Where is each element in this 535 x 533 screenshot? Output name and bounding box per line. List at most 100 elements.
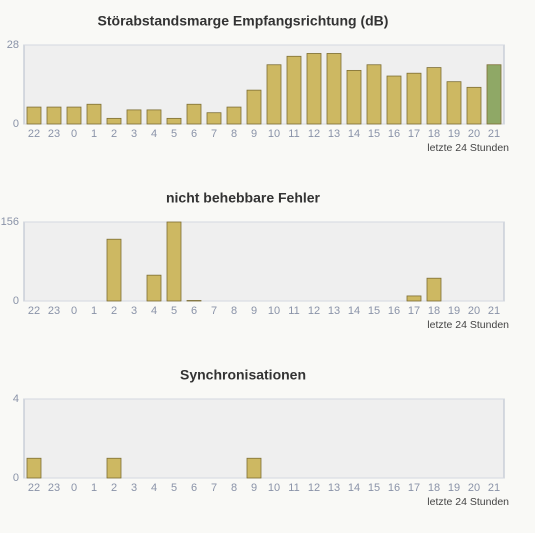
- bar: [26, 457, 42, 479]
- x-tick-label: 21: [488, 128, 500, 140]
- x-tick-label: 23: [48, 482, 60, 494]
- x-tick-label: 1: [91, 305, 97, 317]
- bar: [106, 117, 122, 125]
- x-tick-label: 2: [111, 128, 117, 140]
- bar: [106, 238, 122, 302]
- x-tick-label: 5: [171, 305, 177, 317]
- x-axis-note: letzte 24 Stunden: [427, 319, 509, 331]
- bar: [186, 300, 202, 302]
- bar: [486, 64, 502, 125]
- x-tick-label: 5: [171, 128, 177, 140]
- x-tick-label: 22: [28, 128, 40, 140]
- y-tick-label: 0: [13, 472, 19, 484]
- x-tick-label: 14: [348, 305, 360, 317]
- x-tick-label: 19: [448, 482, 460, 494]
- x-tick-label: 9: [251, 482, 257, 494]
- x-tick-label: 9: [251, 305, 257, 317]
- x-tick-label: 0: [71, 128, 77, 140]
- x-tick-label: 7: [211, 128, 217, 140]
- x-tick-label: 12: [308, 305, 320, 317]
- x-tick-label: 7: [211, 482, 217, 494]
- x-tick-label: 4: [151, 128, 157, 140]
- x-tick-label: 18: [428, 482, 440, 494]
- bar: [346, 69, 362, 125]
- x-tick-label: 19: [448, 128, 460, 140]
- x-tick-label: 19: [448, 305, 460, 317]
- x-tick-label: 11: [288, 482, 299, 494]
- bar: [286, 55, 302, 125]
- x-tick-label: 14: [348, 128, 360, 140]
- x-tick-label: 16: [388, 128, 400, 140]
- x-tick-label: 6: [191, 305, 197, 317]
- x-tick-label: 10: [268, 305, 280, 317]
- bar: [406, 72, 422, 125]
- chart-title: Störabstandsmarge Empfangsrichtung (dB): [98, 13, 389, 29]
- bar: [106, 457, 122, 479]
- bar: [166, 117, 182, 125]
- x-tick-label: 15: [368, 305, 380, 317]
- x-tick-label: 11: [288, 128, 299, 140]
- x-tick-label: 17: [408, 482, 420, 494]
- x-tick-label: 14: [348, 482, 360, 494]
- bar: [146, 109, 162, 125]
- x-tick-label: 13: [328, 128, 340, 140]
- y-tick-label: 0: [13, 295, 19, 307]
- bar: [226, 106, 242, 125]
- x-tick-label: 6: [191, 128, 197, 140]
- bar: [206, 112, 222, 125]
- x-tick-label: 7: [211, 305, 217, 317]
- bar: [326, 53, 342, 125]
- bar: [246, 89, 262, 125]
- bar: [186, 103, 202, 125]
- y-tick-label: 4: [13, 393, 19, 405]
- bar: [126, 109, 142, 125]
- x-tick-label: 0: [71, 305, 77, 317]
- bar: [306, 53, 322, 125]
- x-tick-label: 0: [71, 482, 77, 494]
- bar: [406, 295, 422, 302]
- chart-title: Synchronisationen: [180, 367, 306, 383]
- x-tick-label: 22: [28, 482, 40, 494]
- x-tick-label: 13: [328, 482, 340, 494]
- x-tick-label: 20: [468, 128, 480, 140]
- x-tick-label: 12: [308, 482, 320, 494]
- y-tick-label: 28: [7, 39, 19, 51]
- x-tick-label: 23: [48, 128, 60, 140]
- x-tick-label: 22: [28, 305, 40, 317]
- x-tick-label: 1: [91, 128, 97, 140]
- x-tick-label: 20: [468, 482, 480, 494]
- x-tick-label: 18: [428, 128, 440, 140]
- bar: [246, 457, 262, 479]
- plot-area: [23, 44, 505, 125]
- x-axis-note: letzte 24 Stunden: [427, 142, 509, 154]
- x-tick-label: 13: [328, 305, 340, 317]
- x-tick-label: 2: [111, 305, 117, 317]
- bar: [366, 64, 382, 125]
- bar: [66, 106, 82, 125]
- bar: [426, 67, 442, 125]
- y-tick-label: 156: [1, 216, 19, 228]
- x-tick-label: 18: [428, 305, 440, 317]
- x-tick-label: 15: [368, 482, 380, 494]
- x-tick-label: 4: [151, 305, 157, 317]
- x-tick-label: 9: [251, 128, 257, 140]
- x-tick-label: 16: [388, 482, 400, 494]
- x-tick-label: 21: [488, 482, 500, 494]
- x-tick-label: 10: [268, 482, 280, 494]
- bar: [426, 277, 442, 302]
- y-tick-label: 0: [13, 118, 19, 130]
- x-axis-note: letzte 24 Stunden: [427, 496, 509, 508]
- x-tick-label: 20: [468, 305, 480, 317]
- x-tick-label: 8: [231, 305, 237, 317]
- chart-title: nicht behebbare Fehler: [166, 190, 321, 206]
- x-tick-label: 5: [171, 482, 177, 494]
- bar: [146, 274, 162, 302]
- x-tick-label: 17: [408, 128, 420, 140]
- x-tick-label: 12: [308, 128, 320, 140]
- x-tick-label: 6: [191, 482, 197, 494]
- bar: [466, 86, 482, 125]
- x-tick-label: 11: [288, 305, 299, 317]
- x-tick-label: 4: [151, 482, 157, 494]
- x-tick-label: 17: [408, 305, 420, 317]
